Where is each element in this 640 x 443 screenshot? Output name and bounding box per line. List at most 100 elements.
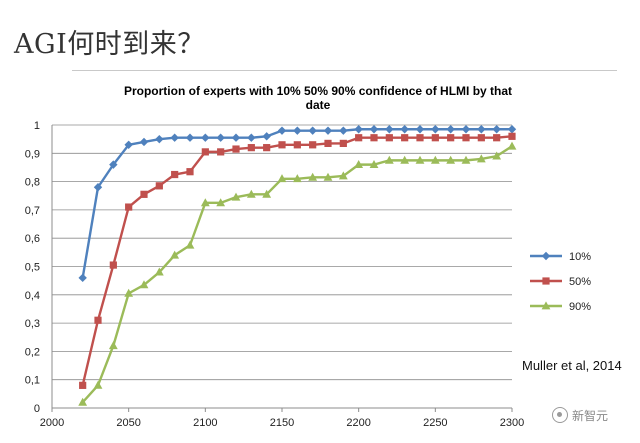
legend-item: 10% (530, 251, 591, 263)
series-line (81, 145, 513, 404)
data-point (401, 134, 409, 142)
data-point (430, 155, 440, 164)
series-line (81, 128, 512, 279)
data-point (94, 316, 102, 324)
data-point (232, 145, 240, 153)
data-point (508, 132, 516, 140)
legend-item: 50% (530, 276, 591, 288)
y-tick-label: 0,5 (25, 262, 40, 274)
data-point (200, 198, 210, 207)
data-point (170, 133, 179, 142)
data-point (93, 380, 103, 389)
data-point (492, 151, 502, 160)
data-point (216, 198, 226, 207)
watermark: 新智元 (552, 404, 608, 426)
series-group (78, 125, 517, 406)
data-point (477, 134, 485, 142)
data-point (415, 125, 425, 134)
y-tick-label: 0,8 (25, 177, 40, 189)
data-point (309, 141, 317, 149)
data-point (400, 155, 410, 164)
legend-label: 50% (569, 276, 591, 288)
data-point (231, 133, 241, 142)
legend-label: 90% (569, 301, 591, 313)
chart-title-line-2: date (306, 98, 331, 112)
x-tick-label: 2250 (423, 417, 447, 429)
series-50-percent (79, 132, 516, 389)
data-point (461, 125, 471, 134)
data-point (247, 144, 255, 152)
data-point (216, 133, 225, 142)
data-point (78, 273, 87, 283)
data-point (155, 134, 164, 144)
watermark-text: 新智元 (572, 408, 609, 423)
data-point (124, 140, 133, 150)
data-point (462, 134, 470, 142)
data-point (79, 381, 87, 389)
y-tick-label: 1 (34, 120, 40, 132)
data-point (231, 192, 241, 201)
data-point (140, 190, 148, 198)
data-point (446, 155, 456, 164)
y-tick-label: 0,9 (25, 148, 40, 160)
legend: 10% 50% 90% (530, 251, 591, 313)
data-point (262, 189, 272, 198)
x-tick-label: 2000 (40, 417, 64, 429)
data-point (431, 134, 439, 142)
data-point (93, 183, 103, 192)
data-point (124, 288, 134, 297)
legend-label: 10% (569, 251, 591, 263)
data-point (415, 155, 425, 164)
data-point (154, 267, 164, 276)
data-point (170, 250, 180, 259)
data-point (201, 148, 209, 156)
data-point (171, 170, 179, 179)
data-point (461, 155, 471, 164)
x-tick-label: 2150 (270, 417, 294, 429)
gridlines (52, 124, 512, 409)
data-point (125, 203, 133, 211)
chart-title-line-1: Proportion of experts with 10% 50% 90% c… (124, 84, 512, 98)
data-point (355, 134, 363, 142)
data-point (477, 125, 486, 134)
citation-text: Muller et al, 2014 (522, 358, 622, 373)
data-point (78, 397, 88, 406)
data-point (507, 125, 517, 134)
data-point (308, 126, 317, 135)
y-tick-label: 0,6 (25, 233, 40, 245)
title-divider (72, 70, 617, 71)
data-point (108, 341, 118, 350)
data-point (323, 172, 333, 181)
chart-container: Proportion of experts with 10% 50% 90% c… (18, 72, 620, 438)
data-point (416, 134, 424, 142)
data-point (339, 139, 347, 147)
y-tick-label: 0,1 (25, 375, 40, 387)
legend-marker (542, 277, 550, 285)
x-tick-label: 2200 (346, 417, 370, 429)
y-tick-label: 0 (34, 403, 40, 415)
data-point (246, 189, 256, 198)
data-point (185, 240, 195, 249)
data-point (277, 174, 287, 183)
data-point (278, 141, 286, 149)
x-tick-label: 2050 (116, 417, 140, 429)
data-point (186, 168, 194, 176)
legend-marker (541, 301, 551, 310)
data-point (400, 125, 409, 134)
data-point (263, 144, 271, 152)
legend-item: 90% (530, 301, 591, 313)
data-point (385, 125, 394, 134)
data-point (324, 139, 332, 147)
data-point (385, 134, 393, 142)
data-point (507, 141, 517, 150)
data-point (492, 125, 501, 134)
series-90-percent (78, 141, 517, 406)
series-line (81, 135, 513, 386)
data-point (493, 134, 501, 142)
data-point (446, 125, 455, 134)
data-point (370, 134, 378, 142)
y-tick-label: 0,7 (25, 205, 40, 217)
data-point (447, 134, 455, 142)
legend-marker (541, 251, 551, 261)
data-point (139, 137, 149, 147)
